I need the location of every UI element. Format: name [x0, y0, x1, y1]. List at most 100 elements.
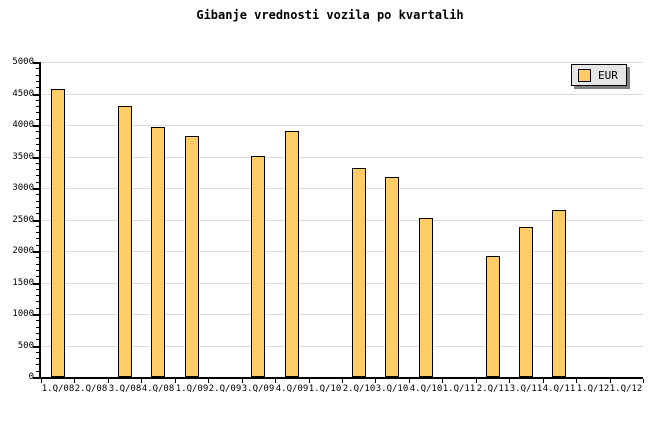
y-minor-tick [36, 100, 39, 101]
x-tick [309, 379, 310, 383]
gridline-3500 [41, 157, 643, 158]
y-minor-tick [36, 207, 39, 208]
y-minor-tick [36, 138, 39, 139]
y-minor-tick [36, 289, 39, 290]
gridline-500 [41, 346, 643, 347]
x-tick [442, 379, 443, 383]
y-axis-label: 0 [28, 372, 34, 382]
y-minor-tick [36, 112, 39, 113]
y-minor-tick [36, 358, 39, 359]
legend-label: EUR [598, 68, 618, 82]
y-axis-label: 3500 [12, 152, 34, 162]
y-major-tick [33, 62, 39, 64]
y-minor-tick [36, 320, 39, 321]
bar-3.Q/10 [385, 177, 399, 377]
x-tick [610, 379, 611, 383]
y-minor-tick [36, 144, 39, 145]
y-minor-tick [36, 68, 39, 69]
y-axis-label: 500 [17, 341, 34, 351]
y-minor-tick [36, 150, 39, 151]
chart-title: Gibanje vrednosti vozila po kvartalih [196, 8, 464, 22]
x-axis-label: 1.Q/12 [576, 384, 610, 394]
y-axis-label: 1500 [12, 278, 34, 288]
y-minor-tick [36, 371, 39, 372]
y-minor-tick [36, 301, 39, 302]
gridline-5000 [41, 62, 643, 63]
gridline-1000 [41, 314, 643, 315]
gridline-2500 [41, 220, 643, 221]
y-axis-label: 5000 [12, 57, 34, 67]
x-tick [41, 379, 42, 383]
y-minor-tick [36, 75, 39, 76]
y-minor-tick [36, 270, 39, 271]
bar-1.Q/09 [185, 136, 199, 377]
y-major-tick [33, 188, 39, 190]
gridline-3000 [41, 188, 643, 189]
x-tick [275, 379, 276, 383]
x-tick [342, 379, 343, 383]
y-major-tick [33, 251, 39, 253]
y-minor-tick [36, 169, 39, 170]
x-axis-label: 4.Q/11 [542, 384, 576, 394]
y-minor-tick [36, 119, 39, 120]
y-major-tick [33, 220, 39, 222]
x-tick [141, 379, 142, 383]
x-axis-label: 3.Q/11 [509, 384, 543, 394]
y-major-tick [33, 283, 39, 285]
x-axis-label: 3.Q/08 [108, 384, 142, 394]
y-minor-tick [36, 352, 39, 353]
y-minor-tick [36, 87, 39, 88]
y-major-tick [33, 157, 39, 159]
x-tick [409, 379, 410, 383]
bar-4.Q/11 [552, 210, 566, 377]
y-minor-tick [36, 182, 39, 183]
x-tick [108, 379, 109, 383]
x-tick [242, 379, 243, 383]
y-axis-label: 2000 [12, 246, 34, 256]
y-minor-tick [36, 232, 39, 233]
bar-4.Q/08 [151, 127, 165, 377]
y-major-tick [33, 377, 39, 379]
y-major-tick [33, 314, 39, 316]
x-tick [74, 379, 75, 383]
x-axis-label: 3.Q/09 [241, 384, 275, 394]
y-major-tick [33, 346, 39, 348]
x-axis-label: 1.Q/11 [442, 384, 476, 394]
bar-1.Q/08 [51, 89, 65, 377]
x-axis-label: 2.Q/09 [208, 384, 242, 394]
x-axis-label: 1.Q/08 [41, 384, 75, 394]
y-minor-tick [36, 194, 39, 195]
y-minor-tick [36, 201, 39, 202]
y-axis-label: 4500 [12, 89, 34, 99]
y-major-tick [33, 125, 39, 127]
y-minor-tick [36, 175, 39, 176]
legend: EUR [571, 64, 627, 86]
bar-4.Q/10 [419, 218, 433, 377]
x-axis-label: 3.Q/10 [375, 384, 409, 394]
y-minor-tick [36, 327, 39, 328]
bar-2.Q/11 [486, 256, 500, 377]
x-tick [476, 379, 477, 383]
y-minor-tick [36, 238, 39, 239]
bar-3.Q/11 [519, 227, 533, 377]
x-tick [375, 379, 376, 383]
bar-2.Q/10 [352, 168, 366, 377]
y-minor-tick [36, 257, 39, 258]
y-minor-tick [36, 163, 39, 164]
bar-4.Q/09 [285, 131, 299, 377]
x-axis-label: 4.Q/10 [409, 384, 443, 394]
gridline-4500 [41, 94, 643, 95]
y-axis-label: 2500 [12, 215, 34, 225]
y-minor-tick [36, 264, 39, 265]
bar-3.Q/08 [118, 106, 132, 377]
y-axis-line [39, 62, 41, 379]
x-axis-label: 1.Q/09 [175, 384, 209, 394]
y-minor-tick [36, 308, 39, 309]
x-axis-label: 4.Q/08 [141, 384, 175, 394]
x-tick [175, 379, 176, 383]
y-major-tick [33, 94, 39, 96]
x-tick [576, 379, 577, 383]
y-minor-tick [36, 276, 39, 277]
x-axis-label: 4.Q/09 [275, 384, 309, 394]
